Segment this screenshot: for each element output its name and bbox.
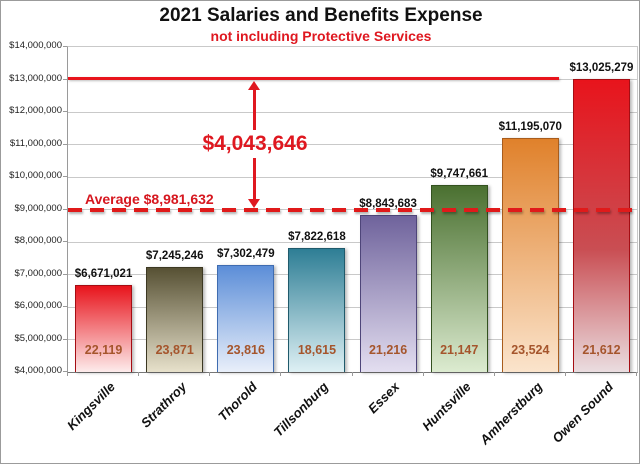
- y-axis-tick: [63, 143, 67, 145]
- x-axis-tick: [138, 372, 140, 376]
- bar-value-label: $7,245,246: [145, 249, 204, 262]
- bar-value-label: $6,671,021: [74, 268, 133, 281]
- y-axis-label: $11,000,000: [9, 137, 62, 149]
- plot-area: $6,671,021 22,119 $7,245,246 23,871 $7,302,4…: [67, 46, 638, 373]
- category-label: Amherstburg: [476, 379, 545, 448]
- bar-population-label: 21,147: [440, 343, 479, 357]
- bar-value-label: $9,747,661: [430, 168, 488, 181]
- x-axis-tick: [493, 372, 495, 376]
- gridline: [68, 274, 637, 275]
- gridline: [68, 144, 637, 145]
- y-axis-tick: [63, 111, 67, 112]
- y-axis-tick: [63, 46, 67, 47]
- y-axis-tick: [63, 78, 67, 80]
- gridline: [68, 176, 637, 178]
- y-axis-tick: [63, 176, 67, 177]
- bar-amherstburg: [501, 138, 559, 372]
- bar-owen-sound: [572, 78, 630, 372]
- average-line-label: Average $8,981,632: [85, 191, 214, 208]
- bar-population-label: 21,612: [582, 343, 621, 357]
- bar-population-label: 22,119: [84, 343, 123, 357]
- difference-arrow-up-head: [247, 80, 260, 90]
- bar-population-label: 23,871: [155, 343, 194, 357]
- bar-tillsonburg: [288, 247, 346, 372]
- difference-arrow-upper-segment: [252, 87, 256, 131]
- x-axis-tick: [280, 372, 282, 376]
- category-label: Kingsville: [64, 379, 119, 434]
- y-axis-label: $13,000,000: [9, 72, 62, 84]
- bar-population-label: 23,524: [511, 343, 550, 357]
- x-axis-tick: [422, 372, 424, 376]
- y-axis-tick: [63, 273, 67, 275]
- category-label: Thorold: [215, 379, 261, 424]
- bar-huntsville: [430, 185, 488, 372]
- y-axis-tick: [63, 208, 67, 210]
- bar-strathroy: [146, 266, 204, 372]
- category-label: Owen Sound: [549, 379, 617, 446]
- x-axis-tick: [351, 372, 353, 376]
- category-label: Tillsonburg: [271, 379, 332, 440]
- y-axis-tick: [63, 306, 67, 307]
- bar-value-label: $7,302,479: [217, 247, 275, 260]
- y-axis-tick: [63, 241, 67, 242]
- x-axis-tick: [209, 372, 211, 376]
- gridline: [68, 339, 637, 340]
- chart-title: 2021 Salaries and Benefits Expense: [159, 5, 483, 26]
- y-axis-label: $4,000,000: [14, 365, 62, 376]
- x-axis-tick: [564, 372, 566, 376]
- max-reference-line: [68, 77, 559, 81]
- bar-population-label: 18,615: [297, 343, 337, 357]
- bar-population-label: 21,216: [368, 343, 408, 357]
- category-label: Strathroy: [137, 379, 190, 431]
- category-label: Essex: [365, 379, 403, 417]
- y-axis-label: $6,000,000: [14, 300, 62, 311]
- y-axis-tick: [63, 338, 67, 340]
- bar-essex: [359, 214, 417, 372]
- y-axis-label: $9,000,000: [14, 202, 62, 214]
- bar-population-label: 23,816: [226, 343, 265, 357]
- bar-thorold: [217, 264, 275, 372]
- x-axis-tick: [636, 372, 637, 376]
- gridline: [68, 306, 637, 308]
- difference-annotation: $4,043,646: [202, 132, 308, 156]
- difference-arrow-down-head: [247, 199, 260, 209]
- bar-value-label: $11,195,070: [498, 121, 562, 134]
- bar-value-label: $8,843,683: [359, 197, 417, 210]
- bar-value-label: $13,025,279: [569, 61, 634, 74]
- y-axis-label: $8,000,000: [14, 235, 62, 246]
- bar-value-label: $7,822,618: [288, 230, 346, 243]
- average-reference-line: [68, 208, 637, 213]
- bar-kingsville: [75, 285, 133, 372]
- y-axis-label: $5,000,000: [14, 332, 62, 344]
- gridline: [68, 111, 637, 113]
- y-axis-label: $12,000,000: [9, 105, 62, 116]
- y-axis-label: $7,000,000: [14, 267, 62, 279]
- y-axis-label: $14,000,000: [9, 40, 62, 51]
- gridline: [68, 241, 637, 243]
- x-axis-tick: [67, 372, 68, 376]
- y-axis-tick: [63, 371, 67, 372]
- category-label: Huntsville: [419, 379, 474, 434]
- y-axis-label: $10,000,000: [9, 170, 62, 181]
- chart-subtitle: not including Protective Services: [210, 28, 432, 44]
- difference-arrow-lower-segment: [252, 158, 256, 200]
